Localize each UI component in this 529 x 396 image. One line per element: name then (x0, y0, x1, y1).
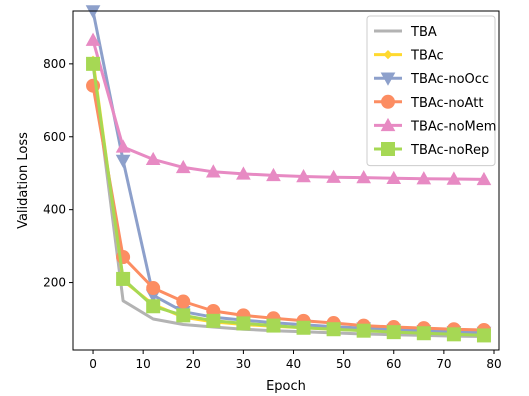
legend: TBA TBAc TBAc-noOcc TBAc-noAtt TBAc-noMem TBA… (366, 15, 496, 167)
legend-marker (383, 49, 393, 60)
x-tick-label: 20 (186, 357, 201, 371)
data-point (206, 313, 221, 328)
x-tick-label: 30 (236, 357, 251, 371)
data-point (416, 171, 432, 185)
legend-entry: TBA (374, 25, 437, 40)
legend-entry: TBAc-noMem (374, 117, 496, 134)
data-point (116, 271, 131, 286)
data-point (266, 318, 281, 333)
data-point (146, 299, 161, 314)
data-point (85, 5, 101, 19)
data-point (296, 168, 311, 183)
data-point (115, 154, 131, 168)
x-tick-label: 50 (336, 357, 351, 371)
legend-label: TBA (410, 25, 437, 40)
legend-label: TBAc-noAtt (410, 96, 483, 111)
legend-label: TBAc-noMem (410, 119, 496, 134)
data-point (176, 294, 191, 309)
data-point (326, 322, 341, 337)
data-point (115, 139, 131, 153)
x-axis-label: Epoch (266, 379, 306, 394)
legend-label: TBAc-noRep (410, 143, 489, 158)
y-tick-label: 600 (43, 130, 66, 144)
legend-entry: TBAc (374, 49, 444, 64)
data-point (266, 167, 281, 182)
data-point (145, 151, 161, 166)
axes: 0 10 20 30 40 50 60 70 80 200 400 600 800 (43, 57, 502, 371)
legend-marker (381, 94, 395, 109)
legend-entry: TBAc-noOcc (374, 72, 489, 87)
data-point (236, 316, 251, 331)
series-TBAc-noMem (85, 32, 492, 186)
data-point (356, 323, 371, 338)
x-tick-label: 10 (136, 357, 151, 371)
data-point (416, 326, 431, 341)
legend-entry: TBAc-noRep (374, 142, 489, 158)
data-point (175, 159, 191, 174)
data-point (86, 56, 101, 71)
legend-marker (380, 117, 396, 132)
data-point (85, 32, 101, 46)
data-point (296, 320, 311, 335)
y-tick-label: 200 (43, 276, 66, 290)
x-tick-label: 70 (436, 357, 451, 371)
plot-area (85, 5, 492, 343)
data-point (356, 170, 372, 184)
legend-entry: TBAc-noAtt (374, 94, 483, 111)
series-TBAc-noRep (86, 56, 491, 343)
legend-label: TBAc (410, 49, 444, 64)
y-tick-label: 400 (43, 203, 66, 217)
data-point (176, 308, 191, 323)
legend-marker (381, 142, 395, 156)
x-tick-label: 60 (386, 357, 401, 371)
x-tick-label: 0 (89, 357, 97, 371)
y-tick-label: 800 (43, 57, 66, 71)
legend-label: TBAc-noOcc (410, 72, 489, 87)
data-point (386, 170, 402, 185)
data-point (205, 164, 221, 178)
series-line (91, 39, 485, 181)
data-point (386, 325, 401, 340)
data-point (476, 328, 491, 343)
x-tick-label: 40 (286, 357, 301, 371)
data-point (446, 171, 462, 185)
data-point (326, 169, 341, 183)
y-axis-label: Validation Loss (16, 132, 31, 229)
legend-marker (380, 72, 396, 86)
data-point (476, 171, 492, 186)
data-point (146, 281, 161, 296)
plot-frame (72, 10, 500, 351)
data-point (236, 166, 251, 180)
x-tick-label: 80 (486, 357, 501, 371)
data-point (446, 327, 461, 342)
